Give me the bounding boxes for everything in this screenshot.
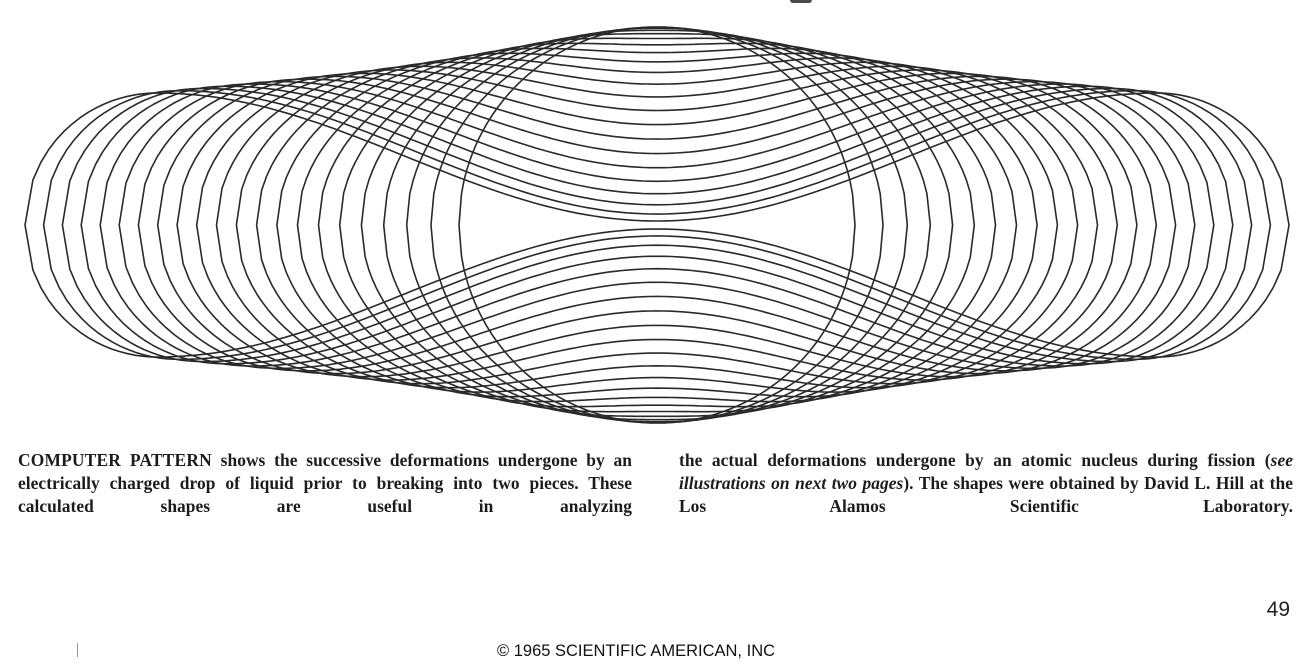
caption-text-right-b: ). The shapes were obtained by David L. … — [679, 473, 1293, 516]
deformation-curve-12 — [215, 65, 1099, 385]
deformation-curve-7 — [317, 42, 997, 408]
deformation-curve-19 — [80, 85, 1234, 365]
caption-text-left: shows the successive deformations underg… — [18, 450, 632, 516]
caption-column-right: the actual deformations undergone by an … — [679, 449, 1293, 518]
deformation-curve-16 — [137, 78, 1177, 372]
deformation-curve-10 — [255, 57, 1059, 393]
caption-text-right-a: the actual deformations undergone by an … — [679, 450, 1271, 470]
computer-pattern-figure — [24, 26, 1290, 424]
deformation-curve-21 — [42, 89, 1272, 361]
deformation-curve-2 — [430, 26, 884, 424]
page-number: 49 — [1266, 598, 1290, 621]
copyright-notice: © 1965 SCIENTIFIC AMERICAN, INC — [496, 642, 776, 660]
deformation-curve-5 — [360, 32, 954, 418]
deformation-curve-22 — [24, 92, 1290, 358]
caption-lead: COMPUTER PATTERN — [18, 450, 212, 470]
deformation-curve-20 — [61, 87, 1253, 363]
deformation-curve-3 — [405, 27, 909, 423]
deformation-curve-13 — [195, 69, 1119, 381]
deformation-curve-8 — [296, 47, 1018, 403]
caption-italic-reference: see illustrations on next two pages — [679, 450, 1293, 493]
deformation-curve-1 — [458, 26, 856, 424]
deformation-curve-11 — [235, 61, 1079, 389]
caption-column-left: COMPUTER PATTERN shows the successive de… — [18, 449, 632, 518]
deformation-curve-14 — [176, 72, 1138, 378]
deformation-curve-18 — [99, 83, 1215, 367]
top-edge-ink-mark — [790, 0, 812, 3]
margin-mark — [77, 643, 78, 657]
deformation-curve-15 — [156, 75, 1158, 375]
deformation-curves-svg — [24, 26, 1290, 424]
deformation-curve-6 — [338, 37, 976, 413]
deformation-curve-9 — [276, 52, 1038, 398]
deformation-curve-17 — [118, 80, 1196, 370]
